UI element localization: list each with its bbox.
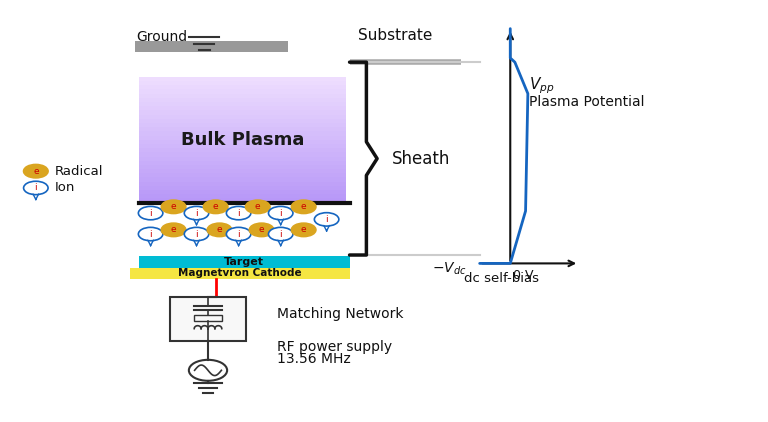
Text: Target: Target bbox=[224, 257, 264, 267]
Text: $V_{pp}$: $V_{pp}$ bbox=[529, 75, 554, 95]
Bar bbox=[139, 123, 346, 127]
Bar bbox=[139, 135, 346, 140]
Bar bbox=[139, 148, 346, 152]
Text: e: e bbox=[213, 202, 218, 211]
Circle shape bbox=[291, 200, 316, 214]
Text: e: e bbox=[259, 225, 264, 234]
Bar bbox=[139, 102, 346, 106]
Circle shape bbox=[184, 206, 209, 220]
Circle shape bbox=[207, 223, 232, 237]
Circle shape bbox=[269, 206, 293, 220]
Circle shape bbox=[24, 165, 48, 178]
Bar bbox=[139, 81, 346, 85]
Text: i: i bbox=[195, 208, 198, 218]
Text: 13.56 MHz: 13.56 MHz bbox=[277, 352, 351, 365]
Bar bbox=[194, 315, 222, 322]
Text: 0 V: 0 V bbox=[512, 269, 533, 282]
Text: i: i bbox=[280, 208, 282, 218]
Text: Matching Network: Matching Network bbox=[277, 307, 403, 321]
Text: i: i bbox=[237, 208, 240, 218]
Bar bbox=[139, 77, 346, 81]
Circle shape bbox=[204, 200, 228, 214]
Bar bbox=[139, 173, 346, 178]
Text: e: e bbox=[301, 202, 306, 211]
Bar bbox=[139, 89, 346, 94]
Text: e: e bbox=[170, 225, 177, 234]
Circle shape bbox=[291, 223, 316, 237]
Bar bbox=[170, 297, 247, 341]
Bar bbox=[139, 194, 346, 198]
Text: Magnetvron Cathode: Magnetvron Cathode bbox=[178, 268, 302, 278]
Text: e: e bbox=[170, 202, 177, 211]
Text: RF power supply: RF power supply bbox=[277, 340, 392, 354]
Bar bbox=[139, 152, 346, 157]
Text: Sheath: Sheath bbox=[392, 149, 450, 168]
Text: i: i bbox=[149, 208, 152, 218]
Circle shape bbox=[227, 206, 251, 220]
Bar bbox=[139, 140, 346, 144]
Bar bbox=[139, 119, 346, 123]
Bar bbox=[139, 181, 346, 186]
Text: Ground: Ground bbox=[137, 30, 187, 44]
Text: Radical: Radical bbox=[55, 165, 104, 178]
Text: i: i bbox=[195, 230, 198, 238]
Bar bbox=[135, 41, 288, 52]
Text: i: i bbox=[280, 230, 282, 238]
Text: dc self-bias: dc self-bias bbox=[465, 272, 539, 284]
Text: e: e bbox=[33, 167, 38, 176]
Bar bbox=[139, 198, 346, 203]
Bar bbox=[139, 94, 346, 98]
Circle shape bbox=[269, 227, 293, 241]
Text: i: i bbox=[149, 230, 152, 238]
Text: i: i bbox=[237, 230, 240, 238]
Bar bbox=[139, 144, 346, 148]
Circle shape bbox=[138, 227, 163, 241]
Bar bbox=[139, 165, 346, 169]
Bar bbox=[139, 106, 346, 111]
Circle shape bbox=[161, 223, 186, 237]
Bar bbox=[139, 98, 346, 102]
Circle shape bbox=[161, 200, 186, 214]
Bar bbox=[130, 268, 349, 279]
Circle shape bbox=[24, 181, 48, 195]
Text: $-V_{dc}$: $-V_{dc}$ bbox=[432, 261, 467, 277]
Bar bbox=[139, 77, 346, 203]
Text: Ion: Ion bbox=[55, 181, 75, 195]
Circle shape bbox=[246, 200, 270, 214]
Bar bbox=[139, 131, 346, 135]
Bar bbox=[139, 256, 349, 268]
Bar bbox=[139, 157, 346, 161]
Text: e: e bbox=[217, 225, 222, 234]
Text: i: i bbox=[326, 215, 328, 224]
Bar bbox=[139, 186, 346, 190]
Circle shape bbox=[138, 206, 163, 220]
Text: Plasma Potential: Plasma Potential bbox=[529, 95, 645, 109]
Bar bbox=[139, 178, 346, 181]
Bar bbox=[139, 190, 346, 194]
Circle shape bbox=[227, 227, 251, 241]
Bar bbox=[139, 85, 346, 89]
Text: Substrate: Substrate bbox=[359, 28, 432, 43]
Text: e: e bbox=[301, 225, 306, 234]
Text: Bulk Plasma: Bulk Plasma bbox=[180, 131, 304, 149]
Bar bbox=[139, 161, 346, 165]
Bar bbox=[139, 115, 346, 119]
Circle shape bbox=[250, 223, 274, 237]
Circle shape bbox=[314, 213, 339, 226]
Circle shape bbox=[184, 227, 209, 241]
Bar bbox=[139, 169, 346, 173]
Bar bbox=[139, 111, 346, 115]
Text: e: e bbox=[255, 202, 260, 211]
Bar bbox=[139, 127, 346, 131]
Text: i: i bbox=[35, 184, 37, 192]
